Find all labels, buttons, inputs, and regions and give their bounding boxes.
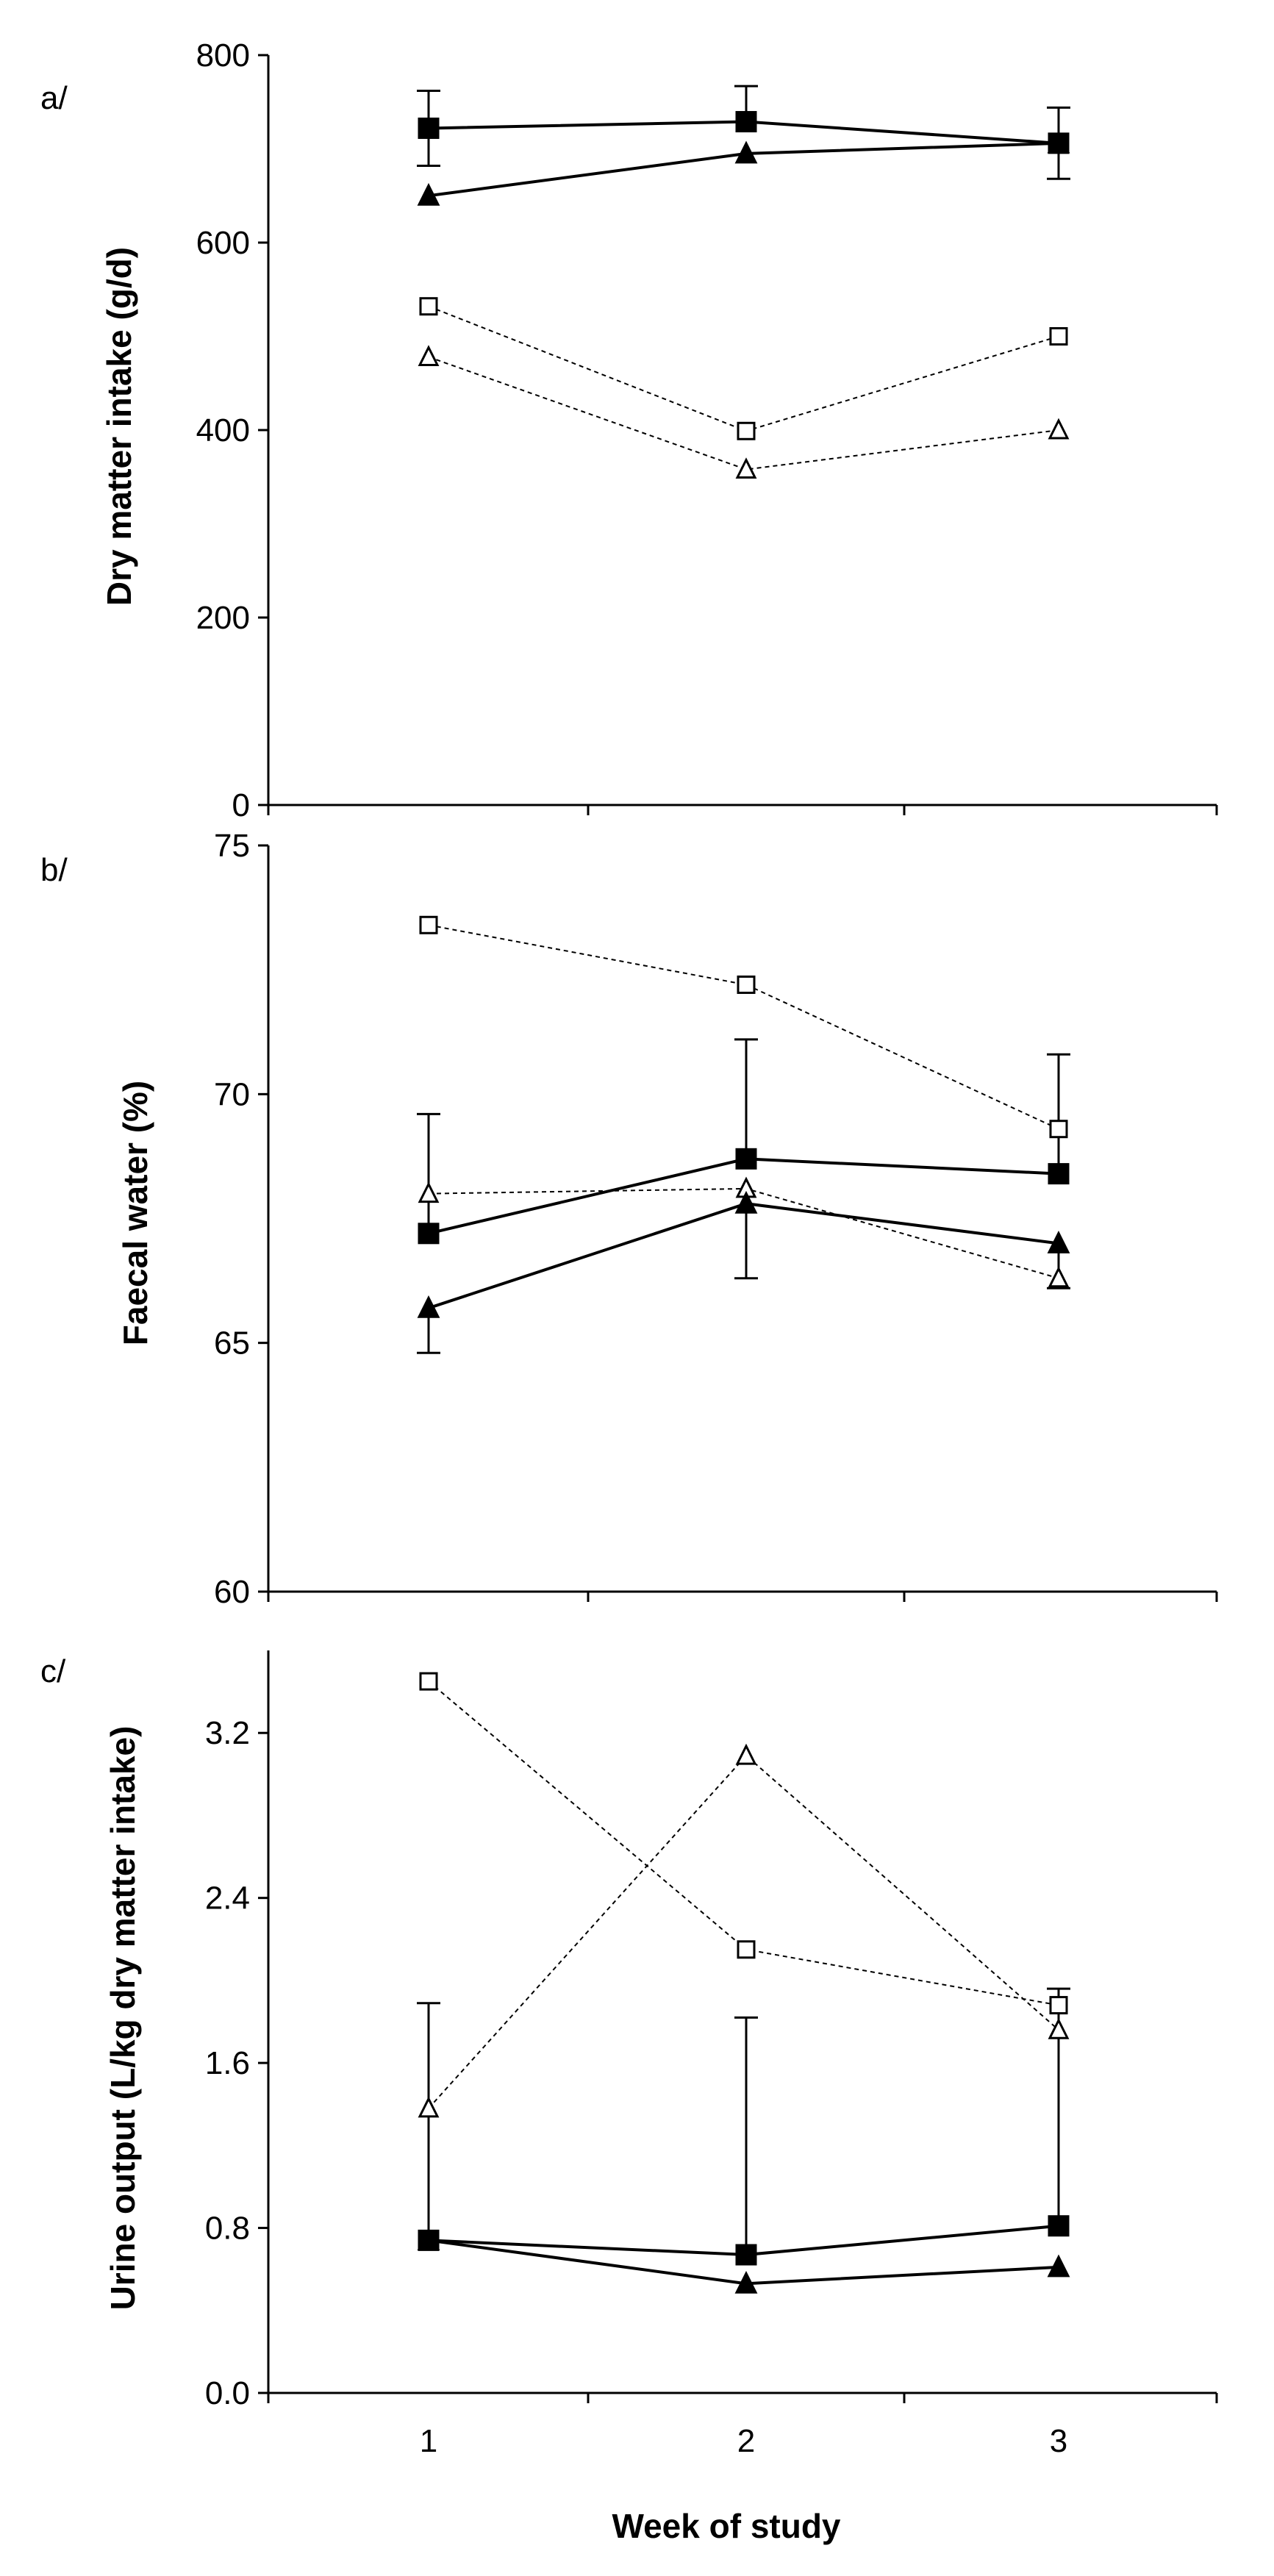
panel-b-label: b/ bbox=[40, 852, 68, 888]
point-open-square bbox=[1049, 1996, 1068, 2015]
y-tick-label: 75 bbox=[214, 828, 250, 864]
point-filled-triangle bbox=[417, 182, 440, 206]
series-line-open-triangle bbox=[428, 1754, 1059, 2109]
point-filled-triangle bbox=[417, 1295, 440, 1318]
panel-c-label: c/ bbox=[40, 1653, 66, 1689]
panel-a-plot: 0 200 400 600 800 bbox=[196, 37, 1218, 823]
series-line-open-triangle bbox=[428, 356, 1059, 471]
panel-b-ylabel: Faecal water (%) bbox=[116, 1081, 154, 1345]
point-open-triangle bbox=[1048, 418, 1070, 440]
point-filled-square bbox=[1048, 2215, 1070, 2237]
series-line-open-square bbox=[428, 924, 1059, 1130]
x-tick-label: 1 bbox=[420, 2423, 437, 2459]
series-line-open-square bbox=[428, 305, 1059, 432]
point-filled-square bbox=[418, 117, 440, 139]
y-tick-label: 200 bbox=[196, 600, 250, 636]
panel-c-xlabel: Week of study bbox=[612, 2507, 841, 2545]
panel-c: c/ Urine output (L/kg dry matter intake)… bbox=[40, 1650, 1218, 2545]
point-open-square bbox=[419, 297, 438, 316]
point-open-square bbox=[1049, 1120, 1068, 1139]
point-filled-square bbox=[1048, 1163, 1070, 1185]
y-tick-label: 0.8 bbox=[205, 2211, 250, 2247]
panel-a: a/ Dry matter intake (g/d) 0 200 400 600 800 bbox=[40, 37, 1218, 823]
x-tick-label: 2 bbox=[737, 2423, 755, 2459]
y-tick-label: 0 bbox=[232, 787, 250, 823]
point-filled-square bbox=[1048, 132, 1070, 154]
point-filled-triangle bbox=[734, 2270, 758, 2294]
point-open-triangle bbox=[1048, 1266, 1070, 1288]
point-filled-triangle bbox=[734, 1190, 758, 1214]
point-open-square bbox=[1049, 327, 1068, 346]
point-filled-square bbox=[735, 1148, 757, 1170]
y-tick-label: 0.0 bbox=[205, 2375, 250, 2411]
point-open-square bbox=[419, 1672, 438, 1691]
y-tick-label: 60 bbox=[214, 1574, 250, 1610]
panel-b-plot: 60 65 70 75 bbox=[214, 828, 1218, 1610]
point-open-square bbox=[737, 1940, 756, 1959]
point-open-triangle bbox=[735, 457, 757, 479]
point-open-triangle bbox=[418, 2096, 440, 2118]
y-tick-label: 600 bbox=[196, 225, 250, 261]
panel-c-plot: 0.0 0.8 1.6 2.4 3.2 1 2 3 bbox=[205, 1650, 1218, 2459]
y-tick-label: 3.2 bbox=[205, 1715, 250, 1751]
panel-a-ylabel: Dry matter intake (g/d) bbox=[100, 247, 138, 606]
point-filled-square bbox=[735, 2244, 757, 2266]
point-open-triangle bbox=[735, 1743, 757, 1765]
y-tick-label: 70 bbox=[214, 1076, 250, 1112]
panel-c-ylabel: Urine output (L/kg dry matter intake) bbox=[104, 1726, 142, 2311]
point-filled-square bbox=[418, 2229, 440, 2251]
panel-b: b/ Faecal water (%) 60 65 70 75 bbox=[40, 828, 1218, 1610]
y-tick-label: 800 bbox=[196, 37, 250, 74]
panel-a-label: a/ bbox=[40, 80, 68, 116]
point-open-triangle bbox=[418, 1181, 440, 1203]
series-line-filled-triangle bbox=[428, 1202, 1059, 1310]
point-filled-triangle bbox=[734, 140, 758, 164]
point-filled-square bbox=[735, 111, 757, 133]
x-tick-label: 3 bbox=[1050, 2423, 1067, 2459]
point-open-triangle bbox=[1048, 2017, 1070, 2039]
point-filled-square bbox=[418, 1223, 440, 1245]
y-tick-label: 65 bbox=[214, 1325, 250, 1362]
point-filled-triangle bbox=[1047, 1230, 1070, 1253]
y-tick-label: 1.6 bbox=[205, 2045, 250, 2081]
point-open-square bbox=[737, 975, 756, 994]
point-open-square bbox=[737, 421, 756, 440]
point-open-square bbox=[419, 915, 438, 934]
y-tick-label: 2.4 bbox=[205, 1881, 250, 1917]
point-open-triangle bbox=[418, 345, 440, 367]
y-tick-label: 400 bbox=[196, 412, 250, 448]
point-filled-triangle bbox=[1047, 2254, 1070, 2278]
